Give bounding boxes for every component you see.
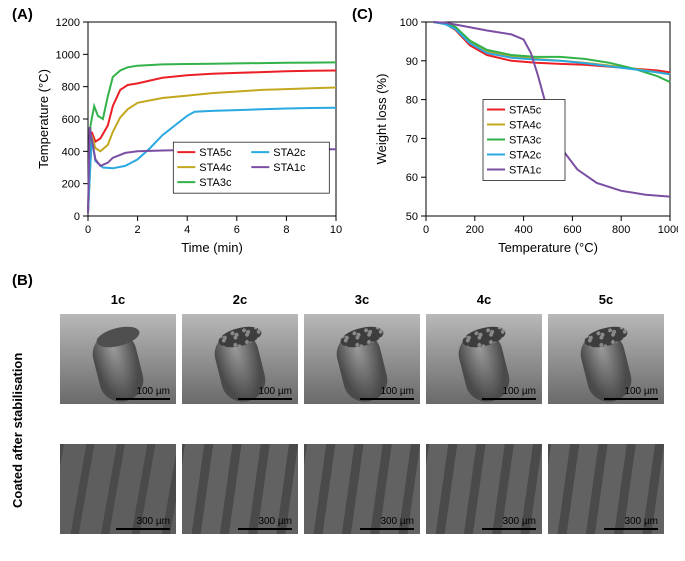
- column-header: 2c: [182, 292, 298, 307]
- panel-a-label: (A): [12, 6, 33, 23]
- svg-text:STA3c: STA3c: [199, 177, 232, 189]
- svg-text:STA1c: STA1c: [273, 162, 306, 174]
- svg-text:600: 600: [563, 224, 581, 236]
- micrograph-bottom: 300 µm: [182, 444, 298, 534]
- svg-text:1000: 1000: [658, 224, 678, 236]
- svg-text:4: 4: [184, 224, 190, 236]
- micrograph-top: 100 µm: [548, 314, 664, 404]
- svg-text:STA4c: STA4c: [509, 119, 542, 131]
- panel-b-top-row: 100 µm100 µm100 µm100 µm100 µm: [60, 314, 664, 404]
- svg-text:0: 0: [74, 211, 80, 223]
- column-header: 5c: [548, 292, 664, 307]
- micrograph-top: 100 µm: [60, 314, 176, 404]
- micrograph-bottom: 300 µm: [60, 444, 176, 534]
- svg-text:Weight loss (%): Weight loss (%): [374, 74, 389, 165]
- chart-a: 0 2 4 6 8 10 0 200 400 600 800 1000 1200 Time (min) Te…: [34, 10, 344, 260]
- svg-text:Time (min): Time (min): [181, 240, 243, 255]
- svg-text:400: 400: [62, 146, 80, 158]
- svg-text:600: 600: [62, 114, 80, 126]
- micrograph-top: 100 µm: [426, 314, 542, 404]
- panel-b-label: (B): [12, 272, 33, 289]
- svg-text:80: 80: [406, 95, 418, 107]
- micrograph-bottom: 300 µm: [426, 444, 542, 534]
- svg-text:2: 2: [135, 224, 141, 236]
- svg-text:90: 90: [406, 56, 418, 68]
- svg-text:STA5c: STA5c: [199, 147, 232, 159]
- svg-text:STA3c: STA3c: [509, 134, 542, 146]
- micrograph-bottom: 300 µm: [304, 444, 420, 534]
- svg-text:0: 0: [85, 224, 91, 236]
- svg-text:800: 800: [612, 224, 630, 236]
- panel-b-bottom-row: 300 µm300 µm300 µm300 µm300 µm: [60, 444, 664, 534]
- svg-text:1000: 1000: [56, 49, 80, 61]
- svg-text:100: 100: [400, 17, 418, 29]
- column-header: 4c: [426, 292, 542, 307]
- svg-text:0: 0: [423, 224, 429, 236]
- micrograph-top: 100 µm: [304, 314, 420, 404]
- svg-text:8: 8: [283, 224, 289, 236]
- micrograph-bottom: 300 µm: [548, 444, 664, 534]
- panel-c-label: (C): [352, 6, 373, 23]
- svg-text:STA4c: STA4c: [199, 162, 232, 174]
- svg-text:STA2c: STA2c: [273, 147, 306, 159]
- svg-text:60: 60: [406, 172, 418, 184]
- chart-c: 0 200 400 600 800 1000 50 60 70 80 90 100 Temperatur…: [372, 10, 678, 260]
- svg-text:1200: 1200: [56, 17, 80, 29]
- svg-text:400: 400: [514, 224, 532, 236]
- svg-text:70: 70: [406, 133, 418, 145]
- column-header: 1c: [60, 292, 176, 307]
- svg-text:Temperature (°C): Temperature (°C): [498, 240, 598, 255]
- svg-text:STA1c: STA1c: [509, 164, 542, 176]
- column-header: 3c: [304, 292, 420, 307]
- svg-text:Temperature (°C): Temperature (°C): [36, 69, 51, 169]
- svg-text:6: 6: [234, 224, 240, 236]
- panel-b-side-label: Coated after stabilisation: [10, 350, 25, 510]
- svg-text:STA5c: STA5c: [509, 104, 542, 116]
- svg-text:200: 200: [466, 224, 484, 236]
- svg-text:200: 200: [62, 179, 80, 191]
- micrograph-top: 100 µm: [182, 314, 298, 404]
- svg-text:50: 50: [406, 211, 418, 223]
- panel-b-column-headers: 1c 2c 3c 4c 5c: [60, 292, 664, 307]
- svg-text:10: 10: [330, 224, 342, 236]
- svg-text:STA2c: STA2c: [509, 149, 542, 161]
- svg-text:800: 800: [62, 82, 80, 94]
